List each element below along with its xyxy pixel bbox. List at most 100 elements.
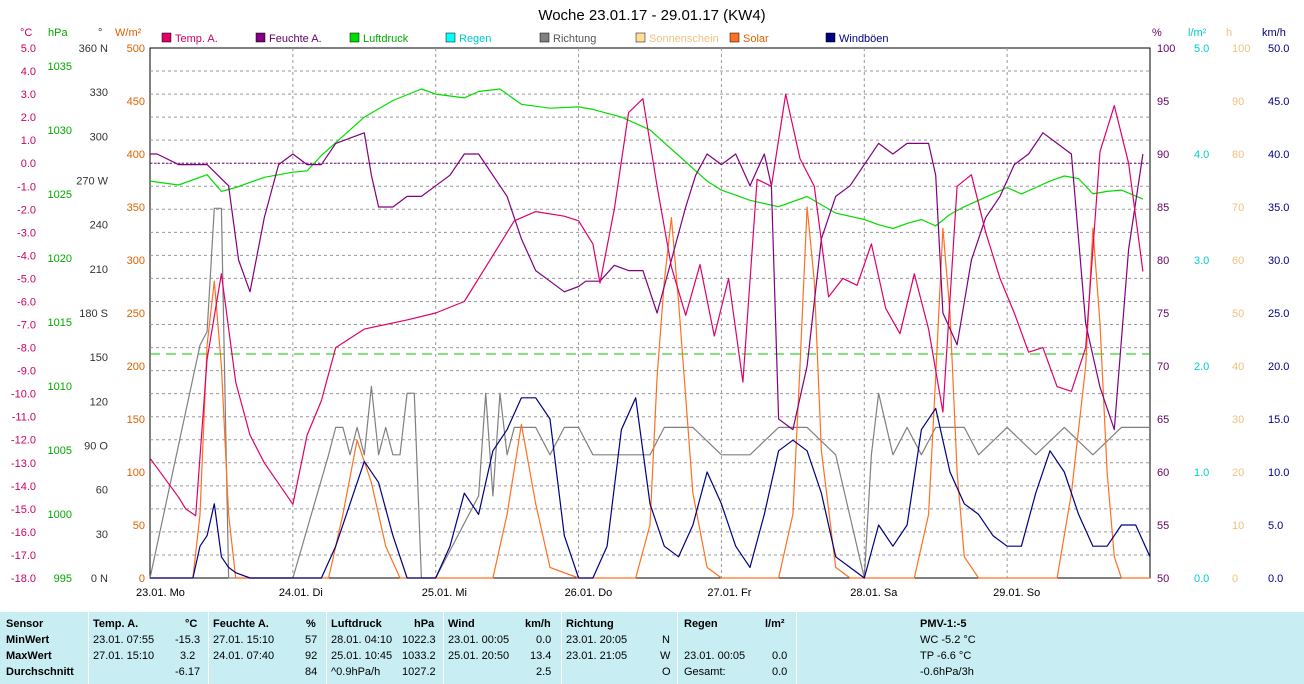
direction-tick-label: 240 (90, 220, 108, 232)
solar-tick-label: 350 (127, 202, 145, 214)
stats-header-temp: Temp. A. (93, 618, 139, 630)
sunshine-tick-label: 80 (1232, 149, 1244, 161)
wind-tick-label: 15.0 (1268, 414, 1289, 426)
humidity-tick-label: 85 (1157, 202, 1169, 214)
solar-tick-label: 200 (127, 361, 145, 373)
humidity-tick-label: 60 (1157, 467, 1169, 479)
rain-tick-label: 0.0 (1194, 573, 1209, 585)
stats-unit-pressure: hPa (414, 618, 435, 630)
temp-tick-label: -6.0 (17, 296, 36, 308)
pressure-tick-label: 995 (54, 573, 72, 585)
stats-pressure-trend: ^0.9hPa/h (331, 666, 381, 678)
stats-wind-max-value: 13.4 (530, 650, 552, 662)
sunshine-tick-label: 50 (1232, 308, 1244, 320)
direction-tick-label: 360 N (79, 43, 108, 55)
stats-direction-min-time: 23.01. 20:05 (566, 634, 628, 646)
wind-tick-label: 40.0 (1268, 149, 1289, 161)
stats-temp-avg-value: -6.17 (175, 666, 201, 678)
stats-header-pmv: PMV-1:-5 (920, 618, 967, 630)
humidity-tick-label: 90 (1157, 149, 1169, 161)
temp-tick-label: -16.0 (11, 527, 36, 539)
sunshine-tick-label: 30 (1232, 414, 1244, 426)
x-tick-label: 25.01. Mi (422, 587, 467, 599)
wind-tick-label: 45.0 (1268, 96, 1289, 108)
temp-tick-label: -9.0 (17, 366, 36, 378)
humidity-axis-unit: % (1152, 27, 1162, 39)
stats-wind-avg-value: 2.5 (536, 666, 552, 678)
stats-humidity-max-time: 24.01. 07:40 (213, 650, 275, 662)
legend-label: Solar (743, 33, 769, 45)
legend-label: Luftdruck (363, 33, 409, 45)
direction-tick-label: 150 (90, 352, 108, 364)
temp-tick-label: -1.0 (17, 181, 36, 193)
stats-rain-total-label: Gesamt: (684, 666, 726, 678)
solar-tick-label: 250 (127, 308, 145, 320)
stats-pressure-min-value: 1022.3 (402, 634, 436, 646)
temp-tick-label: -7.0 (17, 320, 36, 332)
stats-row-min: MinWert (6, 634, 50, 646)
stats-rain-max-time: 23.01. 00:05 (684, 650, 746, 662)
stats-row-avg: Durchschnitt (6, 666, 74, 678)
legend-swatch (539, 32, 550, 43)
solar-axis-unit: W/m² (115, 27, 142, 39)
direction-tick-label: 180 S (79, 308, 108, 320)
stats-wind-min-value: 0.0 (536, 634, 552, 646)
temp-tick-label: -10.0 (11, 389, 36, 401)
series-windb-en (150, 397, 1151, 579)
temp-tick-label: 0.0 (21, 158, 36, 170)
pressure-tick-label: 1030 (48, 125, 72, 137)
stats-pressure-max-value: 1033.2 (402, 650, 436, 662)
direction-tick-label: 90 O (84, 441, 108, 453)
pressure-tick-label: 1000 (48, 509, 72, 521)
series-temp-a (149, 93, 1144, 517)
direction-tick-label: 0 N (91, 573, 108, 585)
series-feuchte-a (150, 132, 1144, 431)
stats-rain-total-value: 0.0 (772, 666, 788, 678)
temp-tick-label: 4.0 (21, 66, 36, 78)
sunshine-tick-label: 20 (1232, 467, 1244, 479)
rain-tick-label: 2.0 (1194, 361, 1209, 373)
stats-header-sensor: Sensor (6, 618, 44, 630)
direction-tick-label: 270 W (76, 176, 108, 188)
stats-humidity-max-value: 92 (305, 650, 318, 662)
sunshine-tick-label: 70 (1232, 202, 1244, 214)
stats-unit-wind: km/h (525, 618, 551, 630)
direction-tick-label: 60 (96, 485, 108, 497)
temp-tick-label: 3.0 (21, 89, 36, 101)
x-tick-label: 26.01. Do (565, 587, 613, 599)
stats-direction-min-value: N (662, 634, 670, 646)
temp-tick-label: -14.0 (11, 481, 36, 493)
x-tick-label: 29.01. So (993, 587, 1040, 599)
series-luftdruck (149, 88, 1144, 230)
stats-dew-point: TP -6.6 °C (920, 650, 972, 662)
solar-tick-label: 450 (127, 96, 145, 108)
legend-label: Windböen (839, 33, 889, 45)
temp-tick-label: -4.0 (17, 250, 36, 262)
sunshine-tick-label: 40 (1232, 361, 1244, 373)
temp-tick-label: 5.0 (21, 43, 36, 55)
legend-swatch (825, 32, 836, 43)
pressure-tick-label: 1020 (48, 253, 72, 265)
stats-direction-max-time: 23.01. 21:05 (566, 650, 628, 662)
solar-tick-label: 150 (127, 414, 145, 426)
pressure-tick-label: 1015 (48, 317, 72, 329)
wind-axis-unit: km/h (1262, 27, 1286, 39)
sunshine-tick-label: 10 (1232, 520, 1244, 532)
humidity-tick-label: 95 (1157, 96, 1169, 108)
legend-label: Temp. A. (175, 33, 218, 45)
legend-swatch (255, 32, 266, 43)
sunshine-axis-unit: h (1226, 27, 1232, 39)
legend-label: Richtung (553, 33, 596, 45)
rain-tick-label: 4.0 (1194, 149, 1209, 161)
direction-tick-label: 330 (90, 87, 108, 99)
solar-tick-label: 400 (127, 149, 145, 161)
humidity-tick-label: 55 (1157, 520, 1169, 532)
legend-swatch (445, 32, 456, 43)
stats-temp-max-time: 27.01. 15:10 (93, 650, 155, 662)
wind-tick-label: 50.0 (1268, 43, 1289, 55)
legend-swatch (729, 32, 740, 43)
wind-tick-label: 25.0 (1268, 308, 1289, 320)
wind-tick-label: 10.0 (1268, 467, 1289, 479)
chart-title: Woche 23.01.17 - 29.01.17 (KW4) (538, 7, 765, 24)
humidity-tick-label: 75 (1157, 308, 1169, 320)
